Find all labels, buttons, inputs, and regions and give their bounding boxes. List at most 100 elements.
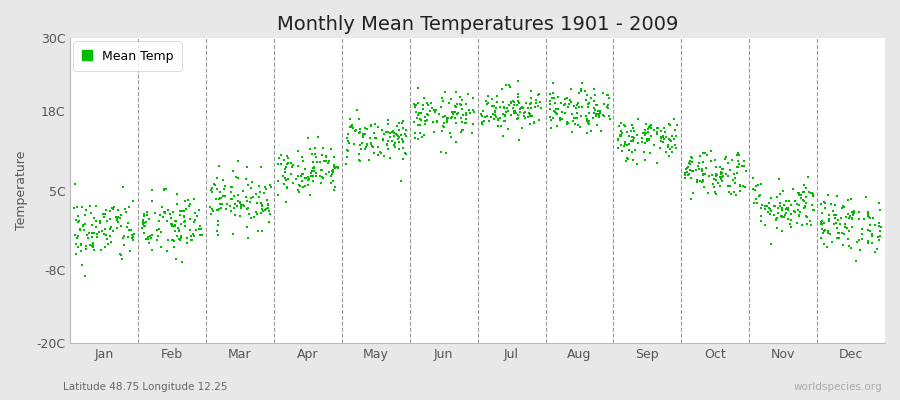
Point [702,173,716,179]
Point [306,164,320,170]
Point [631,116,645,122]
Point [175,259,189,266]
Point [783,221,797,228]
Point [723,183,737,189]
Point [640,138,654,144]
Point [296,171,310,177]
Point [446,108,460,115]
Point [686,190,700,196]
Point [634,139,649,145]
Point [441,115,455,122]
Point [799,214,814,220]
Point [575,80,590,86]
Point [828,220,842,226]
Point [165,237,179,244]
Point [82,203,96,210]
Point [212,205,227,212]
Point [309,173,323,179]
Point [491,123,505,129]
Point [124,234,139,241]
Point [667,116,681,122]
Point [278,169,293,176]
Point [110,225,124,231]
Point [459,116,473,122]
Point [357,146,372,152]
Point [310,159,324,165]
Point [166,223,180,230]
Point [861,208,876,215]
Point [327,162,341,168]
Point [708,170,723,177]
Point [418,121,433,128]
Point [306,159,320,165]
Point [390,122,404,129]
Point [707,157,722,163]
Point [345,122,359,128]
Point [805,189,819,196]
Point [443,130,457,136]
Point [237,202,251,209]
Point [601,102,616,108]
Point [832,234,846,241]
Point [340,137,355,144]
Point [718,170,733,177]
Point [587,105,601,112]
Point [820,244,834,250]
Point [309,169,323,176]
Point [580,116,594,122]
Point [778,210,793,216]
Point [139,236,153,242]
Point [352,142,366,148]
Point [854,236,868,242]
Point [124,232,139,238]
Point [693,153,707,160]
Point [257,190,272,196]
Point [706,176,721,182]
Title: Monthly Mean Temperatures 1901 - 2009: Monthly Mean Temperatures 1901 - 2009 [277,15,679,34]
Point [356,132,371,138]
Point [509,116,524,122]
Point [78,243,93,249]
Point [829,212,843,218]
Point [511,78,526,84]
Point [407,100,421,107]
Point [137,230,151,236]
Point [232,199,247,205]
Point [497,118,511,124]
Point [759,222,773,228]
Point [543,106,557,113]
Point [493,104,508,111]
Point [168,218,183,224]
Point [526,112,540,119]
Point [860,238,875,245]
Point [143,233,157,239]
Point [408,102,422,108]
Point [481,100,495,106]
Point [515,104,529,110]
Point [161,237,176,243]
Point [692,178,706,184]
Point [582,118,597,124]
Point [459,120,473,127]
Point [706,181,721,188]
Point [296,183,310,190]
Point [103,226,117,232]
Point [418,117,433,124]
Point [92,229,106,236]
Point [436,128,450,134]
Point [499,113,513,119]
Point [548,100,562,106]
Point [114,212,129,219]
Point [97,214,112,220]
Point [731,158,745,164]
Point [257,184,272,190]
Point [814,226,829,232]
Point [386,128,400,134]
Point [255,203,269,210]
Point [319,171,333,177]
Point [864,240,878,246]
Point [71,233,86,239]
Point [851,209,866,215]
Point [274,152,289,158]
Point [555,116,570,122]
